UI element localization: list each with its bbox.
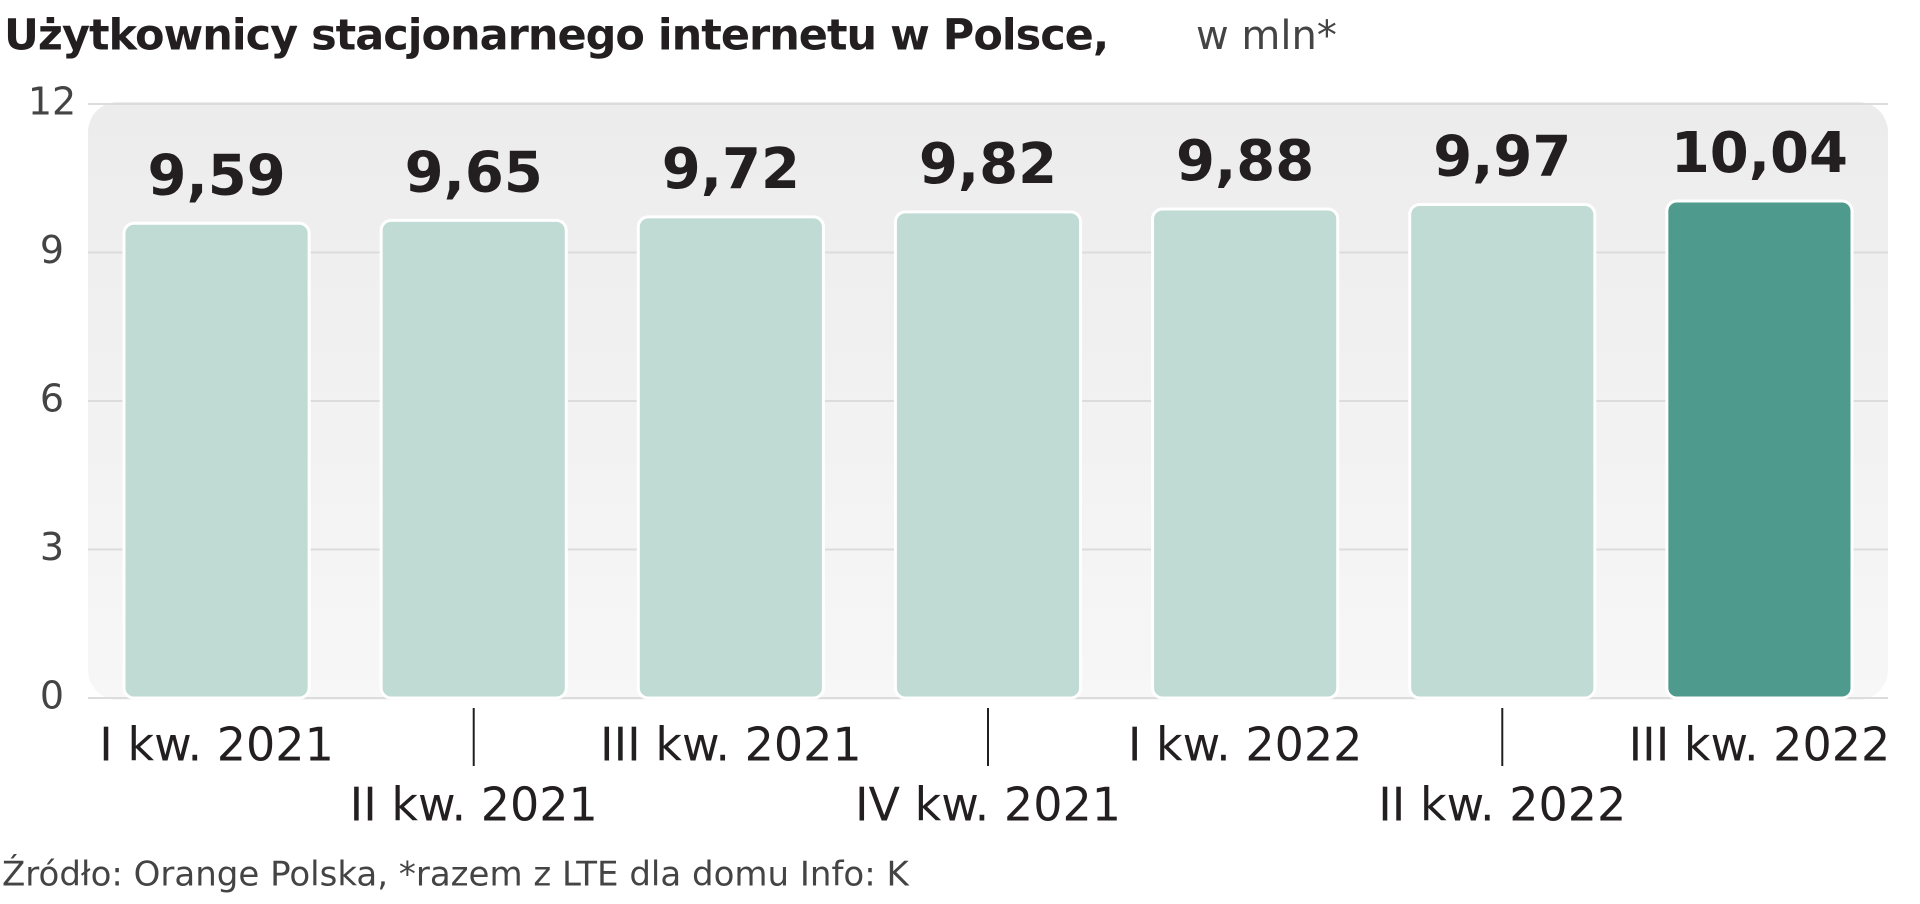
value-label: 9,88 [1176,129,1314,194]
x-tick-label: III kw. 2022 [1629,718,1891,772]
value-label: 9,72 [662,137,800,202]
y-tick-label: 6 [40,377,64,421]
x-tick-label: II kw. 2022 [1378,778,1626,832]
x-tick-label: III kw. 2021 [600,718,862,772]
bar [1151,207,1340,700]
value-label: 9,82 [919,132,1057,197]
y-tick-label: 0 [40,674,64,718]
value-label: 9,65 [405,140,543,205]
source-note: Źródło: Orange Polska, *razem z LTE dla … [2,854,910,895]
x-tick-label: I kw. 2022 [1128,718,1363,772]
bar [893,210,1083,700]
chart-title: Użytkownicy stacjonarnego internetu w Po… [4,11,1108,61]
x-tick-label: IV kw. 2021 [855,778,1121,832]
x-tick-label: II kw. 2021 [350,778,598,832]
y-tick-label: 3 [40,525,64,569]
bar [1665,199,1854,700]
bar [636,215,825,700]
bar [379,218,568,700]
chart-subtitle: w mln* [1196,13,1337,59]
bar [1408,202,1597,700]
value-label: 9,97 [1433,125,1571,190]
bar [122,221,311,700]
x-tick-label: I kw. 2021 [99,718,334,772]
y-tick-label: 12 [28,80,76,124]
value-label: 9,59 [147,143,285,208]
value-label: 10,04 [1671,121,1848,186]
y-tick-label: 9 [40,228,64,272]
